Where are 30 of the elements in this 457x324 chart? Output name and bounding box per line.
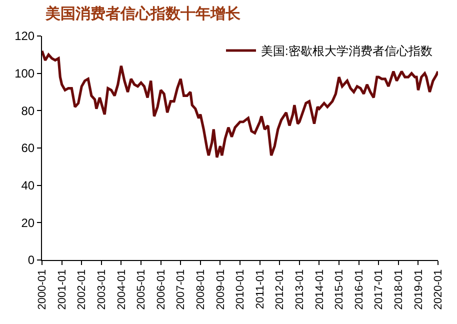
x-tick-label: 2000-01	[36, 269, 49, 310]
x-tick-label: 2010-01	[234, 269, 247, 310]
x-tick-label: 2006-01	[155, 269, 168, 310]
chart-title: 美国消费者信心指数十年增长	[44, 4, 242, 23]
x-tick-label: 2020-01	[432, 269, 445, 310]
x-tick-label: 2015-01	[334, 269, 346, 310]
x-tick-label: 2009-01	[214, 269, 227, 310]
y-tick-label: 60	[21, 141, 35, 156]
y-tick-label: 120	[14, 29, 35, 44]
x-tick-label: 2003-01	[96, 269, 108, 310]
x-tick-label: 2012-01	[274, 269, 286, 310]
y-tick-label: 0	[28, 253, 35, 268]
x-tick-label: 2004-01	[116, 269, 128, 310]
x-tick-label: 2019-01	[412, 269, 425, 310]
x-tick-label: 2005-01	[136, 269, 148, 310]
x-tick-label: 2016-01	[353, 269, 366, 310]
x-tick-label: 2011-01	[254, 269, 266, 309]
legend-label: 美国:密歇根大学消费者信心指数	[261, 44, 432, 58]
x-tick-label: 2007-01	[175, 269, 188, 310]
x-tick-label: 2014-01	[314, 269, 326, 310]
x-tick-label: 2018-01	[393, 269, 406, 310]
y-tick-label: 20	[21, 216, 35, 230]
x-tick-label: 2008-01	[194, 269, 207, 310]
x-tick-label: 2002-01	[76, 269, 88, 310]
x-tick-label: 2013-01	[294, 269, 306, 310]
y-tick-label: 80	[21, 104, 35, 118]
y-tick-label: 40	[21, 178, 35, 193]
x-tick-label: 2017-01	[373, 269, 386, 310]
y-tick-label: 100	[14, 66, 35, 81]
x-tick-label: 2001-01	[56, 269, 68, 310]
